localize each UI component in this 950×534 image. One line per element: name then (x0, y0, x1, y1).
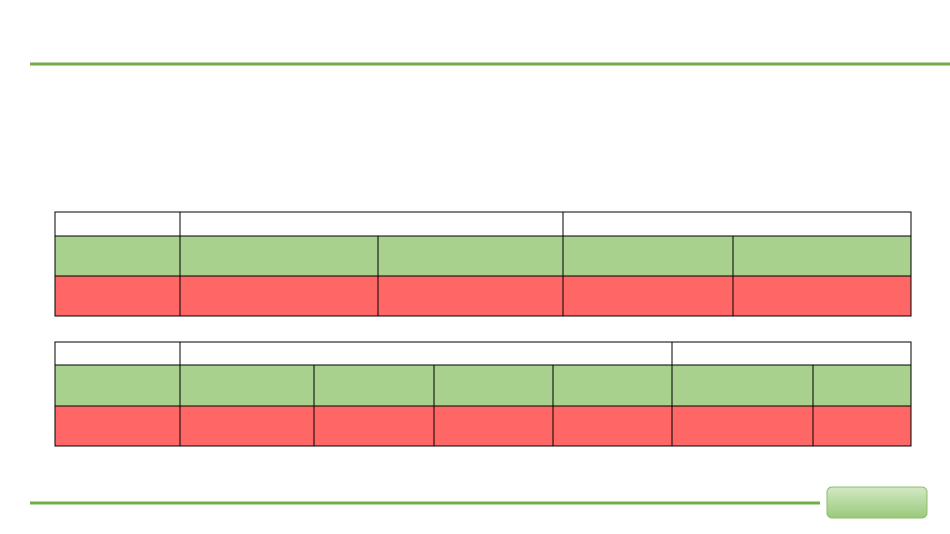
cell (179, 235, 379, 277)
cell (313, 405, 435, 447)
cell (562, 275, 734, 317)
cell (54, 405, 181, 447)
cell (377, 275, 564, 317)
cell (377, 235, 564, 277)
cell (313, 364, 435, 407)
cell (179, 364, 315, 407)
cell (54, 275, 181, 317)
cell (179, 341, 673, 366)
cell (562, 235, 734, 277)
cell (812, 364, 912, 407)
cell (54, 211, 181, 237)
cell (433, 405, 554, 447)
cell (179, 211, 564, 237)
cell (812, 405, 912, 447)
cell (552, 405, 673, 447)
cell (732, 235, 912, 277)
cell (54, 341, 181, 366)
cell (433, 364, 554, 407)
cell (179, 405, 315, 447)
cell (562, 211, 912, 237)
table-2 (54, 341, 912, 447)
cell (732, 275, 912, 317)
table-1 (54, 211, 912, 317)
nav-button[interactable] (826, 486, 928, 519)
cell (54, 235, 181, 277)
cell (54, 364, 181, 407)
cell (179, 275, 379, 317)
cell (552, 364, 673, 407)
cell (671, 364, 814, 407)
cell (671, 341, 912, 366)
cell (671, 405, 814, 447)
